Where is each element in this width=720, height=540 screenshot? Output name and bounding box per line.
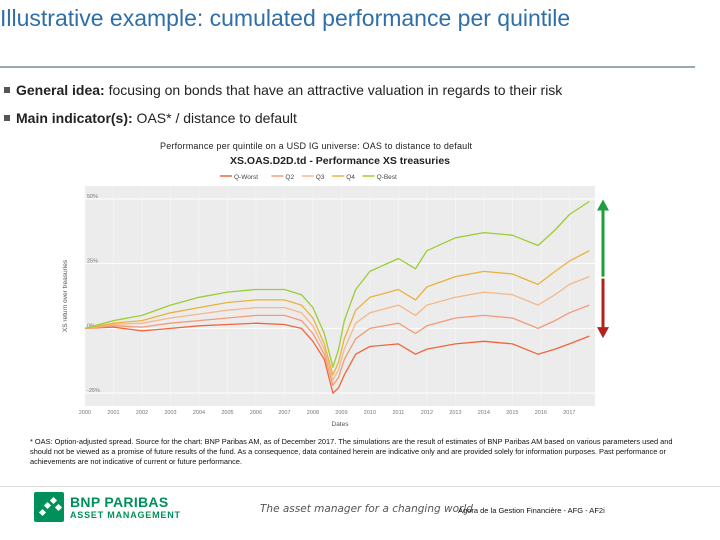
legend-label-q3: Q3 (316, 174, 325, 181)
x-tick-label: 2010 (364, 410, 376, 416)
bullet-square-icon (4, 87, 10, 93)
footer-divider (0, 486, 720, 487)
bullet-label: General idea: (16, 82, 105, 98)
x-tick-label: 2014 (478, 410, 490, 416)
series-line-q-worst (84, 322, 590, 394)
chart-caption: Performance per quintile on a USD IG uni… (160, 141, 473, 151)
legend-label-q4: Q4 (346, 174, 355, 181)
bullet-square-icon (4, 115, 10, 121)
y-axis-label: XS return over treasuries (62, 259, 69, 332)
x-tick-label: 2002 (136, 410, 148, 416)
x-tick-label: 2000 (79, 410, 91, 416)
quintile-performance-chart: XS.OAS.D2D.td - Performance XS treasurie… (62, 155, 609, 428)
series-line-q-best (84, 200, 590, 368)
x-tick-label: 2006 (250, 410, 262, 416)
up-arrow-icon (597, 199, 609, 211)
series-line-q4 (84, 250, 590, 376)
series-line-q2 (84, 304, 590, 386)
tagline: The asset manager for a changing world (260, 503, 473, 515)
legend-label-q-worst: Q-Worst (234, 174, 258, 181)
chart-title: XS.OAS.D2D.td - Performance XS treasurie… (230, 155, 450, 167)
x-tick-label: 2005 (221, 410, 233, 416)
bullet-main-indicator: Main indicator(s): OAS* / distance to de… (4, 110, 297, 126)
brand-name: BNP PARIBAS (70, 494, 169, 510)
bullet-text: OAS* / distance to default (132, 110, 297, 126)
y-tick-label: 50% (87, 194, 98, 200)
bullet-label: Main indicator(s): (16, 110, 133, 126)
x-tick-label: 2004 (193, 410, 205, 416)
bullet-general-idea: General idea: focusing on bonds that hav… (4, 82, 562, 98)
x-tick-label: 2013 (449, 410, 461, 416)
x-tick-label: 2012 (421, 410, 433, 416)
legend-label-q-best: Q-Best (377, 174, 397, 181)
bullet-text: focusing on bonds that have an attractiv… (104, 82, 563, 98)
x-tick-label: 2009 (335, 410, 347, 416)
x-tick-label: 2007 (278, 410, 290, 416)
down-arrow-icon (597, 327, 609, 339)
legend-label-q2: Q2 (285, 174, 294, 181)
bnp-stars-icon (34, 492, 64, 522)
plot-area (85, 186, 595, 406)
x-tick-label: 2017 (563, 410, 575, 416)
x-axis-label: Dates (332, 421, 350, 428)
x-tick-label: 2015 (506, 410, 518, 416)
title-divider (0, 66, 695, 68)
brand-subtitle: ASSET MANAGEMENT (70, 510, 181, 520)
slide-title: Illustrative example: cumulated performa… (0, 5, 571, 31)
x-tick-label: 2011 (392, 410, 404, 416)
series-line-q3 (84, 275, 590, 381)
x-tick-label: 2016 (535, 410, 547, 416)
y-tick-label: 25% (87, 259, 98, 265)
x-tick-label: 2003 (164, 410, 176, 416)
y-tick-label: -25% (87, 388, 100, 394)
agora-footer: Agora de la Gestion Financière - AFG - A… (458, 506, 605, 515)
x-tick-label: 2008 (307, 410, 319, 416)
x-tick-label: 2001 (107, 410, 119, 416)
footnote: * OAS: Option-adjusted spread. Source fo… (30, 437, 673, 466)
